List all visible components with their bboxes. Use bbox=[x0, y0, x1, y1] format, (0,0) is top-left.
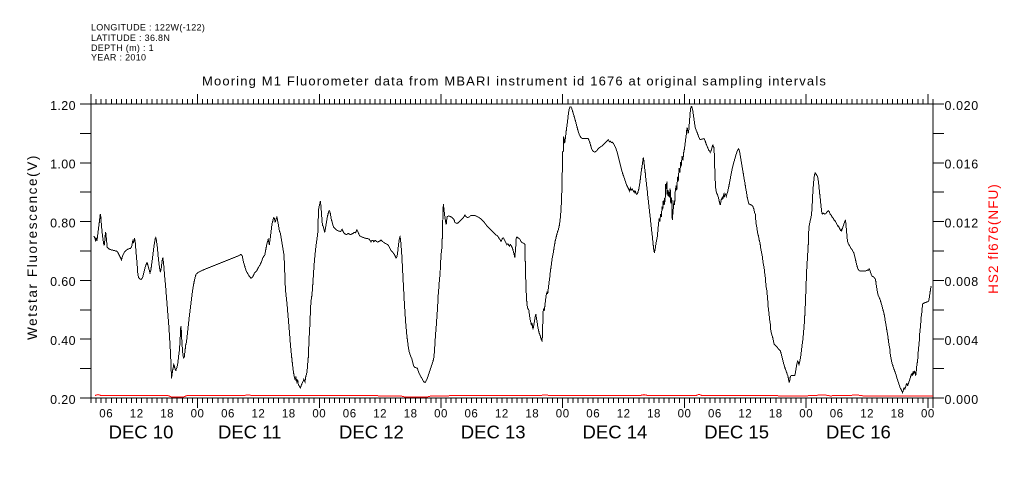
svg-text:0.000: 0.000 bbox=[945, 393, 979, 407]
svg-text:06: 06 bbox=[708, 409, 722, 421]
svg-text:0.020: 0.020 bbox=[945, 99, 979, 113]
svg-text:00: 00 bbox=[312, 409, 326, 421]
svg-text:06: 06 bbox=[586, 409, 600, 421]
svg-text:06: 06 bbox=[830, 409, 844, 421]
svg-text:18: 18 bbox=[769, 409, 783, 421]
svg-text:0.80: 0.80 bbox=[50, 216, 76, 230]
svg-text:DEC 12: DEC 12 bbox=[339, 422, 404, 443]
svg-text:00: 00 bbox=[434, 409, 448, 421]
svg-text:HS2 fl676(NFU): HS2 fl676(NFU) bbox=[986, 183, 1001, 294]
svg-text:06: 06 bbox=[343, 409, 357, 421]
svg-text:00: 00 bbox=[191, 409, 205, 421]
svg-text:YEAR : 2010: YEAR : 2010 bbox=[91, 52, 146, 62]
svg-text:1.00: 1.00 bbox=[50, 158, 76, 172]
svg-text:1.20: 1.20 bbox=[50, 99, 76, 113]
svg-text:Mooring M1 Fluorometer data fr: Mooring M1 Fluorometer data from MBARI i… bbox=[202, 74, 827, 89]
svg-text:12: 12 bbox=[252, 409, 266, 421]
svg-text:DEC 14: DEC 14 bbox=[583, 422, 648, 443]
svg-text:DEC 16: DEC 16 bbox=[826, 422, 891, 443]
svg-text:Wetstar Fluorescence(V): Wetstar Fluorescence(V) bbox=[25, 154, 40, 340]
svg-text:DEPTH (m) : 1: DEPTH (m) : 1 bbox=[91, 43, 154, 53]
svg-text:DEC 10: DEC 10 bbox=[109, 422, 174, 443]
svg-text:18: 18 bbox=[160, 409, 174, 421]
svg-text:12: 12 bbox=[495, 409, 509, 421]
svg-text:00: 00 bbox=[921, 409, 935, 421]
svg-text:0.40: 0.40 bbox=[50, 334, 76, 348]
svg-text:06: 06 bbox=[465, 409, 479, 421]
svg-text:12: 12 bbox=[130, 409, 144, 421]
svg-text:0.60: 0.60 bbox=[50, 275, 76, 289]
svg-text:12: 12 bbox=[373, 409, 387, 421]
svg-text:DEC 11: DEC 11 bbox=[218, 422, 281, 443]
svg-text:00: 00 bbox=[799, 409, 813, 421]
svg-text:00: 00 bbox=[678, 409, 692, 421]
svg-text:18: 18 bbox=[404, 409, 418, 421]
svg-text:18: 18 bbox=[647, 409, 661, 421]
svg-text:LATITUDE : 36.8N: LATITUDE : 36.8N bbox=[91, 33, 170, 43]
svg-text:0.20: 0.20 bbox=[50, 393, 76, 407]
svg-text:LONGITUDE : 122W(-122): LONGITUDE : 122W(-122) bbox=[91, 22, 205, 32]
svg-text:DEC 15: DEC 15 bbox=[704, 422, 769, 443]
svg-text:12: 12 bbox=[617, 409, 631, 421]
svg-text:18: 18 bbox=[525, 409, 539, 421]
svg-text:06: 06 bbox=[221, 409, 235, 421]
svg-text:0.008: 0.008 bbox=[945, 275, 979, 289]
svg-text:18: 18 bbox=[891, 409, 905, 421]
svg-text:12: 12 bbox=[860, 409, 874, 421]
svg-text:06: 06 bbox=[99, 409, 113, 421]
svg-text:0.004: 0.004 bbox=[945, 334, 979, 348]
svg-text:18: 18 bbox=[282, 409, 296, 421]
svg-text:00: 00 bbox=[556, 409, 570, 421]
svg-text:0.012: 0.012 bbox=[945, 216, 979, 230]
svg-text:DEC 13: DEC 13 bbox=[461, 422, 526, 443]
svg-text:0.016: 0.016 bbox=[945, 158, 979, 172]
svg-text:12: 12 bbox=[738, 409, 752, 421]
